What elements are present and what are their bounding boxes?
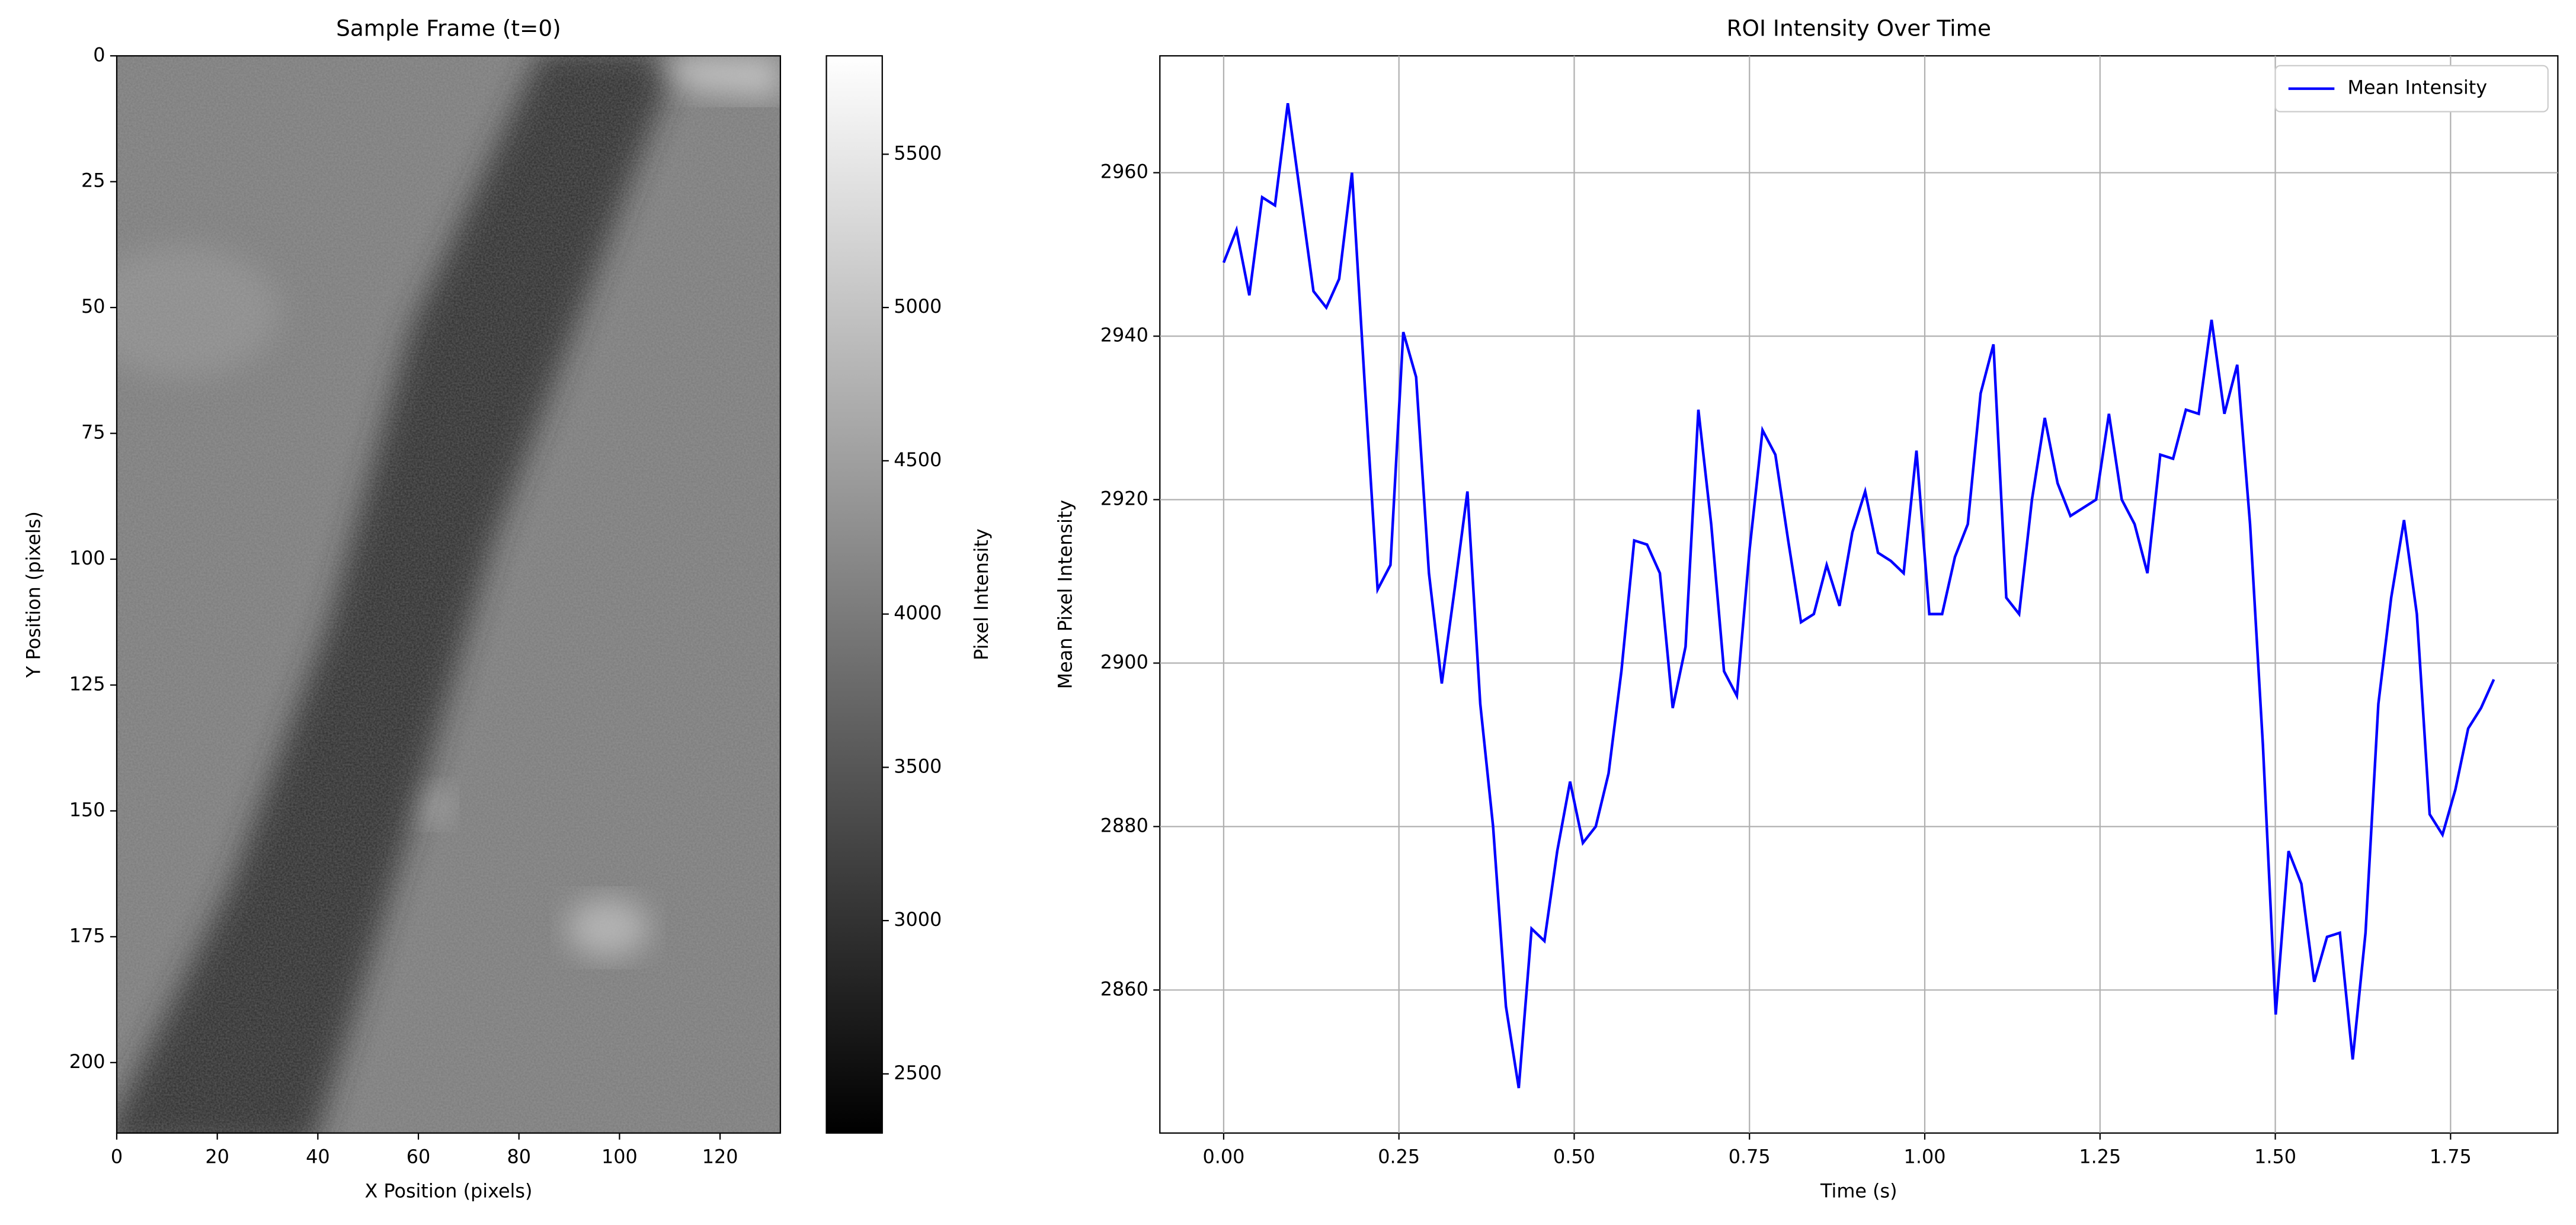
legend-label: Mean Intensity [2348,76,2488,99]
x-tick-label: 1.25 [2079,1145,2121,1168]
x-axis-label: X Position (pixels) [364,1180,532,1202]
y-tick-label: 2880 [1100,814,1148,836]
y-tick-label: 2860 [1100,977,1148,1000]
colorbar-tick-label: 3500 [894,755,942,777]
x-tick-label: 100 [601,1145,638,1168]
x-tick-label: 120 [702,1145,738,1168]
x-tick-label: 0.50 [1553,1145,1595,1168]
colorbar-tick-label: 2500 [894,1062,942,1084]
y-tick-label: 75 [81,421,105,444]
x-tick-label: 0.75 [1729,1145,1771,1168]
chart-title: ROI Intensity Over Time [1727,15,1991,41]
colorbar-tick-label: 3000 [894,908,942,931]
x-tick-label: 80 [507,1145,531,1168]
line [1222,102,2495,1089]
image-frame-border [116,55,782,1134]
y-tick-label: 2920 [1100,487,1148,509]
y-tick-label: 2960 [1100,161,1148,183]
y-tick-label: 175 [69,924,105,947]
colorbar-tick-label: 4000 [894,602,942,624]
colorbar-tick-label: 4500 [894,448,942,471]
y-axis-label: Mean Pixel Intensity [1054,500,1076,689]
x-tick-label: 60 [407,1145,431,1168]
colorbar [825,55,883,1134]
x-tick-label: 1.50 [2254,1145,2296,1168]
x-tick-label: 0 [111,1145,123,1168]
y-tick-label: 150 [69,799,105,821]
y-tick-label: 100 [69,547,105,569]
x-tick-label: 1.75 [2430,1145,2472,1168]
x-tick-label: 40 [306,1145,330,1168]
x-tick-label: 0.00 [1202,1145,1244,1168]
colorbar-tick-label: 5000 [894,295,942,318]
plot-frame [1159,55,2559,1134]
y-tick-label: 200 [69,1050,105,1073]
colorbar-label: Pixel Intensity [970,528,993,660]
y-tick-label: 25 [81,169,105,192]
y-tick-label: 125 [69,672,105,695]
y-tick-label: 50 [81,295,105,318]
y-tick-label: 2940 [1100,324,1148,347]
y-tick-label: 2900 [1100,650,1148,673]
y-tick-label: 0 [93,43,105,66]
x-tick-label: 20 [205,1145,229,1168]
x-tick-label: 0.25 [1378,1145,1420,1168]
x-tick-label: 1.00 [1904,1145,1946,1168]
x-axis-label: Time (s) [1820,1180,1897,1202]
image-frame [116,56,780,1133]
legend [2274,65,2549,113]
chart-title: Sample Frame (t=0) [336,15,561,41]
y-axis-label: Y Position (pixels) [22,511,44,678]
colorbar-tick-label: 5500 [894,142,942,164]
